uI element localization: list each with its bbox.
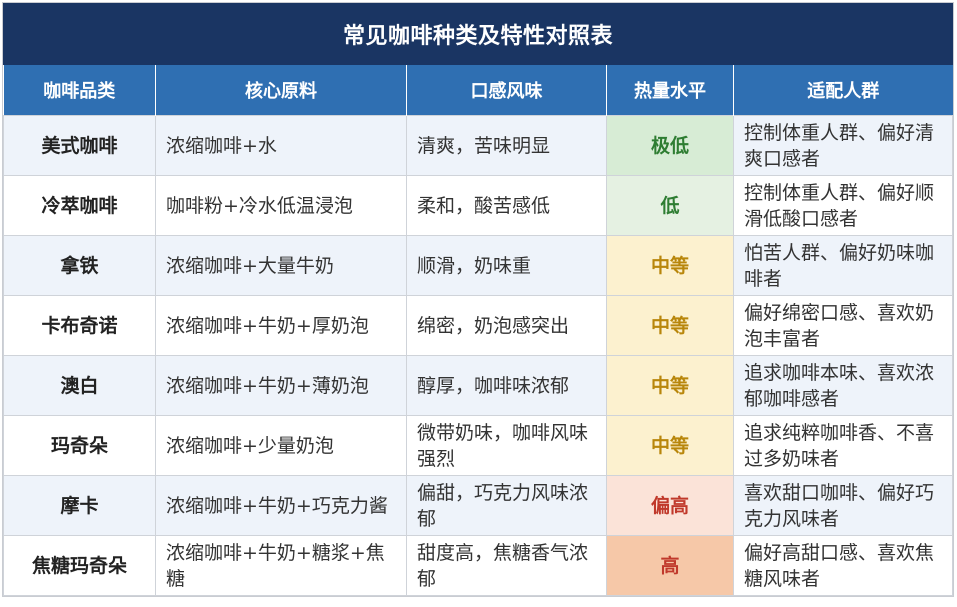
cell-flavor: 柔和，酸苦感低 <box>406 175 607 236</box>
cell-ingredients: 咖啡粉+冷水低温浸泡 <box>155 175 407 236</box>
cell-audience: 追求纯粹咖啡香、不喜过多奶味者 <box>733 415 953 476</box>
table-row: 玛奇朵 浓缩咖啡+少量奶泡 微带奶味，咖啡风味强烈 中等 追求纯粹咖啡香、不喜过多奶味者 <box>3 415 953 476</box>
cell-audience: 喜欢甜口咖啡、偏好巧克力风味者 <box>733 475 953 536</box>
cell-category: 澳白 <box>3 355 156 416</box>
cell-calorie: 低 <box>606 175 734 236</box>
cell-category: 冷萃咖啡 <box>3 175 156 236</box>
header-ingredients: 核心原料 <box>155 65 407 116</box>
header-flavor: 口感风味 <box>406 65 607 116</box>
table-row: 冷萃咖啡 咖啡粉+冷水低温浸泡 柔和，酸苦感低低控制体重人群、偏好顺滑低酸口感者 <box>3 175 953 236</box>
cell-audience: 偏好高甜口感、喜欢焦糖风味者 <box>733 535 953 596</box>
header-audience: 适配人群 <box>733 65 953 116</box>
cell-audience: 追求咖啡本味、喜欢浓郁咖啡感者 <box>733 355 953 416</box>
table-title: 常见咖啡种类及特性对照表 <box>3 3 953 65</box>
cell-audience: 偏好绵密口感、喜欢奶泡丰富者 <box>733 295 953 356</box>
table-row: 焦糖玛奇朵 浓缩咖啡+牛奶+糖浆+焦糖 甜度高，焦糖香气浓郁高偏好高甜口感、喜欢焦糖… <box>3 535 953 596</box>
cell-ingredients: 浓缩咖啡+牛奶+巧克力酱 <box>155 475 407 536</box>
cell-calorie: 高 <box>606 535 734 596</box>
cell-category: 摩卡 <box>3 475 156 536</box>
cell-ingredients: 浓缩咖啡+牛奶+厚奶泡 <box>155 295 407 356</box>
cell-calorie: 中等 <box>606 415 734 476</box>
cell-flavor: 偏甜，巧克力风味浓郁 <box>406 475 607 536</box>
cell-category: 玛奇朵 <box>3 415 156 476</box>
table-row: 美式咖啡 浓缩咖啡+水 清爽，苦味明显 极低 控制体重人群、偏好清爽口感者 <box>3 115 953 176</box>
cell-calorie: 中等 <box>606 355 734 416</box>
cell-ingredients: 浓缩咖啡+少量奶泡 <box>155 415 407 476</box>
cell-ingredients: 浓缩咖啡+牛奶+糖浆+焦糖 <box>155 535 407 596</box>
cell-flavor: 甜度高，焦糖香气浓郁 <box>406 535 607 596</box>
header-calorie: 热量水平 <box>606 65 734 116</box>
cell-ingredients: 浓缩咖啡+牛奶+薄奶泡 <box>155 355 407 416</box>
table-row: 拿铁 浓缩咖啡+大量牛奶 顺滑，奶味重 中等 怕苦人群、偏好奶味咖啡者 <box>3 235 953 296</box>
header-row: 咖啡品类 核心原料 口感风味 热量水平 适配人群 <box>3 65 953 116</box>
coffee-table: 咖啡品类 核心原料 口感风味 热量水平 适配人群 美式咖啡 浓缩咖啡+水 清爽，苦味… <box>3 65 953 596</box>
table-row: 摩卡 浓缩咖啡+牛奶+巧克力酱 偏甜，巧克力风味浓郁 偏高 喜欢甜口咖啡、偏好巧克力风味… <box>3 475 953 536</box>
cell-flavor: 绵密，奶泡感突出 <box>406 295 607 356</box>
cell-flavor: 清爽，苦味明显 <box>406 115 607 176</box>
cell-flavor: 微带奶味，咖啡风味强烈 <box>406 415 607 476</box>
table-row: 澳白 浓缩咖啡+牛奶+薄奶泡 醇厚，咖啡味浓郁 中等 追求咖啡本味、喜欢浓郁咖啡感者 <box>3 355 953 416</box>
cell-calorie: 偏高 <box>606 475 734 536</box>
cell-flavor: 醇厚，咖啡味浓郁 <box>406 355 607 416</box>
cell-category: 卡布奇诺 <box>3 295 156 356</box>
cell-audience: 控制体重人群、偏好顺滑低酸口感者 <box>733 175 953 236</box>
header-category: 咖啡品类 <box>3 65 156 116</box>
cell-calorie: 中等 <box>606 295 734 356</box>
cell-calorie: 极低 <box>606 115 734 176</box>
cell-category: 拿铁 <box>3 235 156 296</box>
cell-ingredients: 浓缩咖啡+大量牛奶 <box>155 235 407 296</box>
cell-audience: 控制体重人群、偏好清爽口感者 <box>733 115 953 176</box>
table-row: 卡布奇诺 浓缩咖啡+牛奶+厚奶泡 绵密，奶泡感突出 中等 偏好绵密口感、喜欢奶泡丰富者 <box>3 295 953 356</box>
cell-flavor: 顺滑，奶味重 <box>406 235 607 296</box>
cell-calorie: 中等 <box>606 235 734 296</box>
cell-category: 焦糖玛奇朵 <box>3 535 156 596</box>
cell-audience: 怕苦人群、偏好奶味咖啡者 <box>733 235 953 296</box>
cell-category: 美式咖啡 <box>3 115 156 176</box>
cell-ingredients: 浓缩咖啡+水 <box>155 115 407 176</box>
coffee-comparison-table: 常见咖啡种类及特性对照表 咖啡品类 核心原料 口感风味 热量水平 适配人群 美式… <box>2 2 954 597</box>
